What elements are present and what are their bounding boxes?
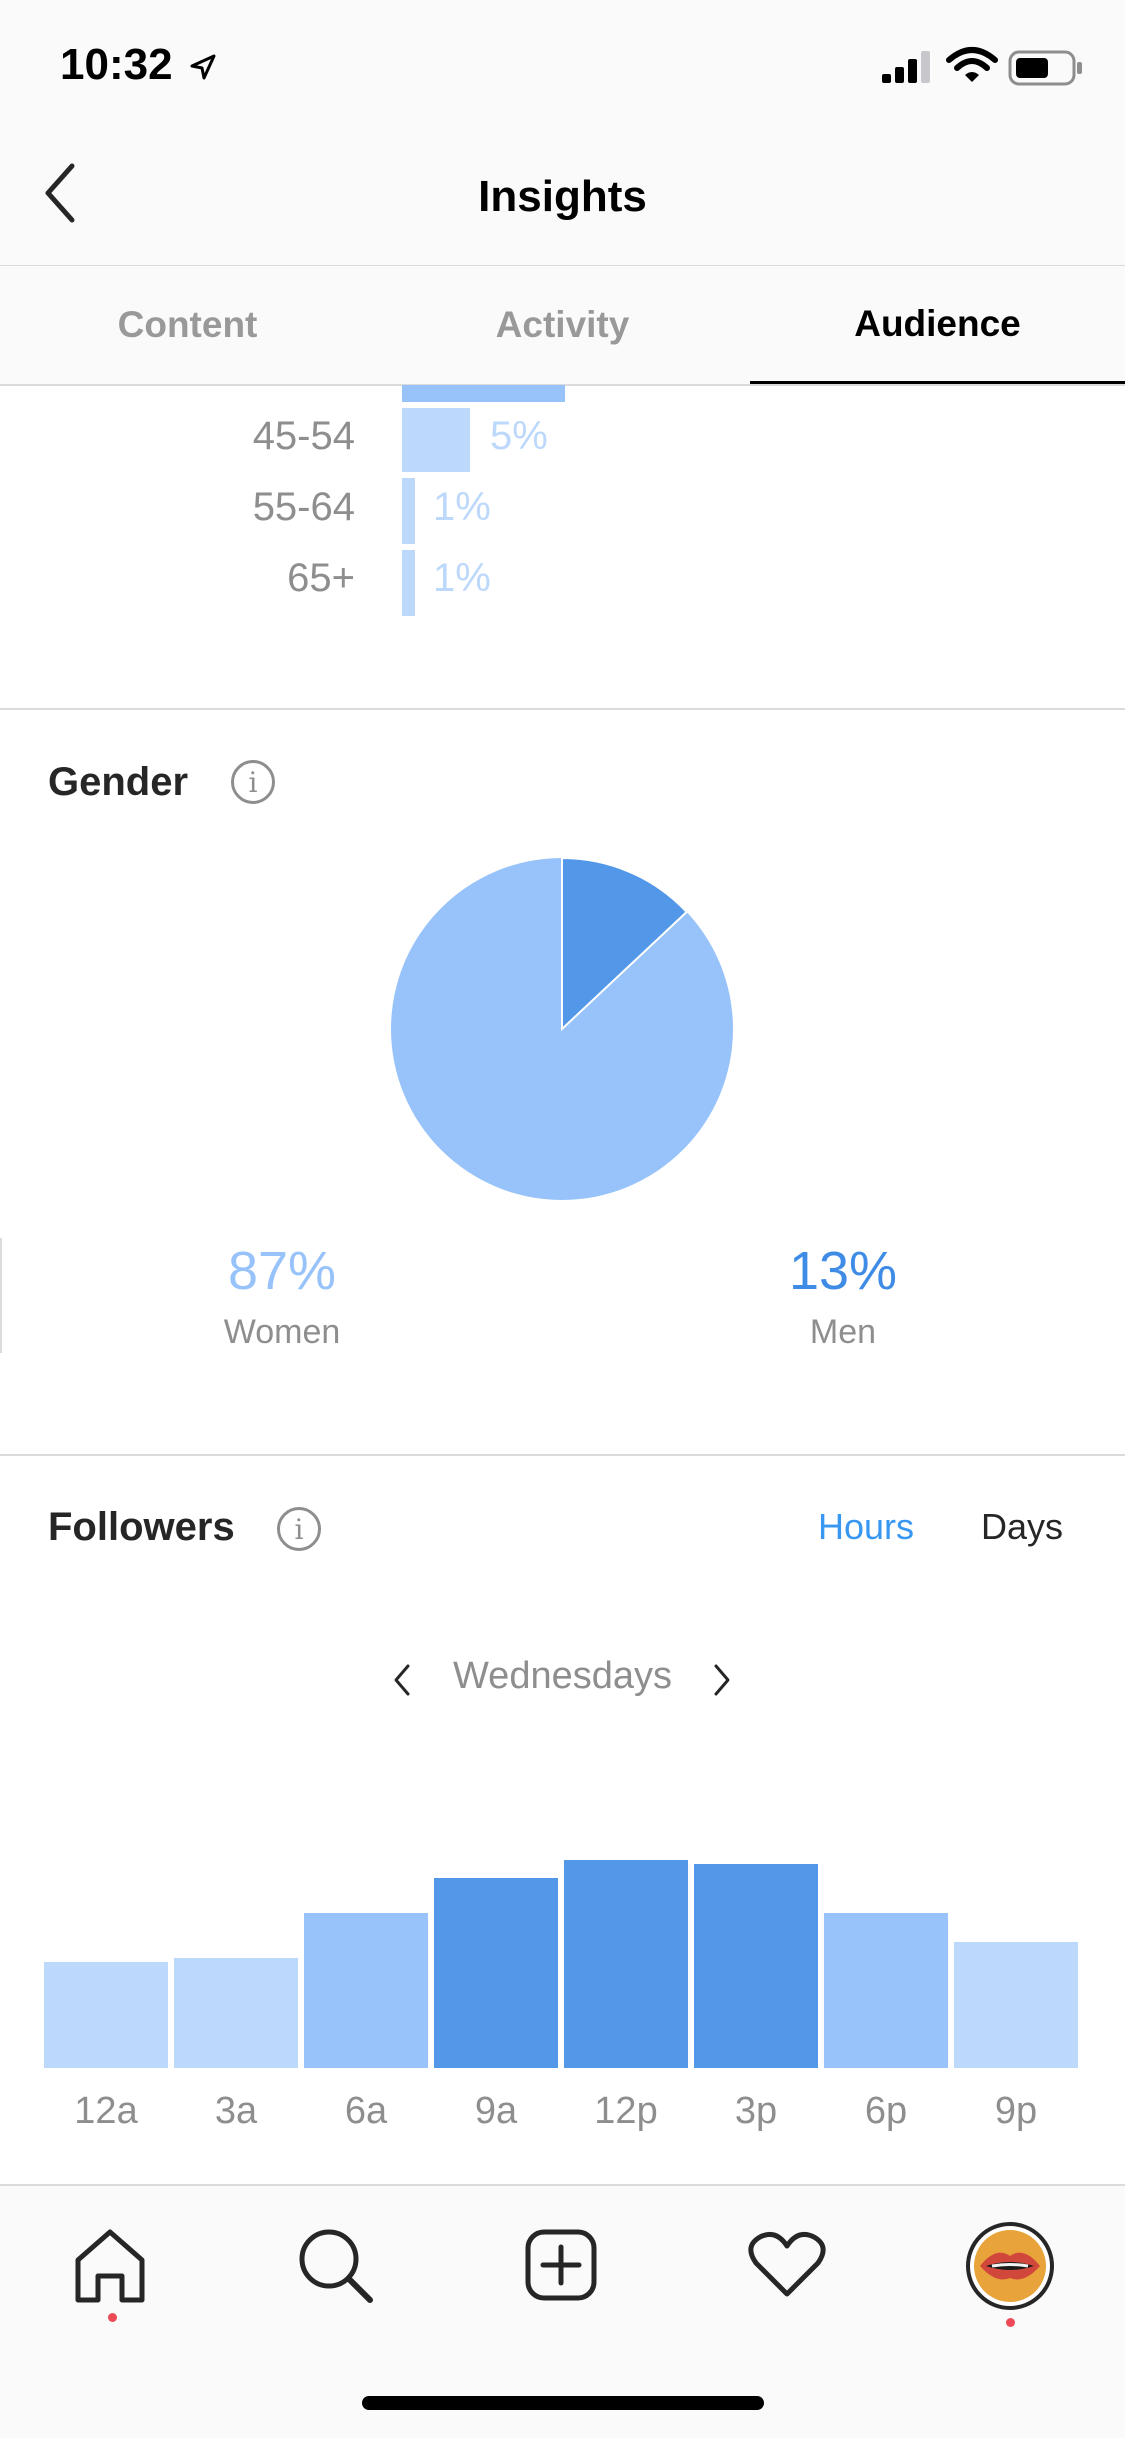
profile-avatar[interactable] — [966, 2222, 1054, 2310]
followers-bar-6a — [304, 1913, 428, 2068]
home-notification-dot — [108, 2313, 117, 2322]
x-tick-label: 9a — [474, 2090, 518, 2132]
x-tick-label: 9p — [994, 2090, 1038, 2132]
top-bar — [0, 0, 1125, 265]
wifi-icon — [946, 47, 998, 82]
profile-notification-dot — [1006, 2318, 1015, 2327]
age-percent: 5% — [490, 414, 548, 458]
age-bar — [402, 408, 470, 472]
followers-bar-12a — [44, 1962, 168, 2068]
followers-bar-3p — [694, 1864, 818, 2068]
age-bar-partial — [402, 385, 565, 402]
followers-bar-6p — [824, 1913, 948, 2068]
back-icon[interactable] — [40, 160, 80, 226]
section-divider — [0, 1454, 1125, 1456]
tab-activity[interactable]: Activity — [495, 304, 630, 345]
x-tick-label: 3a — [214, 2090, 258, 2132]
age-label: 45-54 — [252, 414, 355, 458]
section-divider — [0, 708, 1125, 710]
followers-bar-chart: 12a 3a 6a 9a 12p 3p 6p 9p — [0, 1700, 1125, 2160]
page-title: Insights — [478, 172, 647, 221]
followers-bar-12p — [564, 1860, 688, 2068]
followers-bar-9a — [434, 1878, 558, 2068]
age-label: 55-64 — [252, 485, 355, 529]
bottom-nav — [0, 2184, 1125, 2438]
age-percent: 1% — [433, 485, 491, 529]
tab-bar: Content Activity Audience — [0, 265, 1125, 386]
heart-icon[interactable] — [748, 2230, 826, 2300]
gender-title: Gender — [48, 760, 189, 804]
pie-slice-men — [561, 857, 689, 1032]
search-icon[interactable] — [296, 2226, 376, 2306]
tab-content[interactable]: Content — [117, 304, 258, 345]
women-label: Women — [223, 1313, 341, 1351]
info-icon[interactable]: i — [231, 760, 275, 804]
x-tick-label: 3p — [734, 2090, 778, 2132]
age-label: 65+ — [287, 556, 355, 600]
cellular-signal-icon — [882, 51, 930, 83]
hours-toggle[interactable]: Hours — [818, 1506, 915, 1547]
days-toggle[interactable]: Days — [981, 1506, 1064, 1547]
gender-pie-chart — [391, 857, 733, 1200]
men-label: Men — [809, 1313, 877, 1351]
edge-mark — [0, 1238, 2, 1353]
info-icon[interactable]: i — [277, 1507, 321, 1551]
age-bar — [402, 478, 415, 544]
home-indicator — [362, 2396, 764, 2410]
x-tick-label: 12a — [74, 2090, 138, 2132]
women-percent: 87% — [227, 1241, 337, 1301]
location-arrow-icon — [190, 54, 216, 80]
x-tick-label: 12p — [594, 2090, 658, 2132]
x-tick-label: 6p — [864, 2090, 908, 2132]
add-post-icon[interactable] — [524, 2228, 598, 2302]
home-icon[interactable] — [72, 2226, 148, 2306]
age-bar — [402, 550, 415, 616]
tab-audience[interactable]: Audience — [750, 266, 1125, 384]
battery-icon — [1008, 50, 1082, 86]
followers-bar-3a — [174, 1958, 298, 2068]
followers-bar-9p — [954, 1942, 1078, 2068]
x-tick-label: 6a — [344, 2090, 388, 2132]
men-percent: 13% — [788, 1241, 898, 1301]
day-selector: Wednesdays — [453, 1655, 672, 1697]
age-percent: 1% — [433, 556, 491, 600]
status-time: 10:32 — [60, 40, 173, 89]
chevron-left-icon[interactable] — [390, 1662, 414, 1698]
chevron-right-icon[interactable] — [710, 1662, 734, 1698]
followers-title: Followers — [48, 1505, 235, 1549]
